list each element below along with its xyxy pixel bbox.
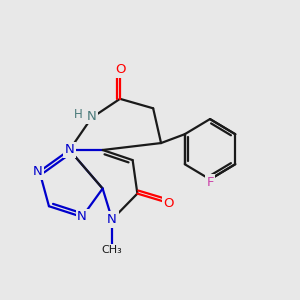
Text: CH₃: CH₃ [102,245,122,255]
Text: N: N [77,210,87,224]
Text: N: N [87,110,97,123]
Text: H: H [74,107,83,121]
Text: N: N [33,165,43,178]
Text: N: N [64,143,74,157]
Text: N: N [107,213,117,226]
Text: F: F [206,176,214,189]
Text: O: O [164,196,174,210]
Text: O: O [115,63,125,76]
